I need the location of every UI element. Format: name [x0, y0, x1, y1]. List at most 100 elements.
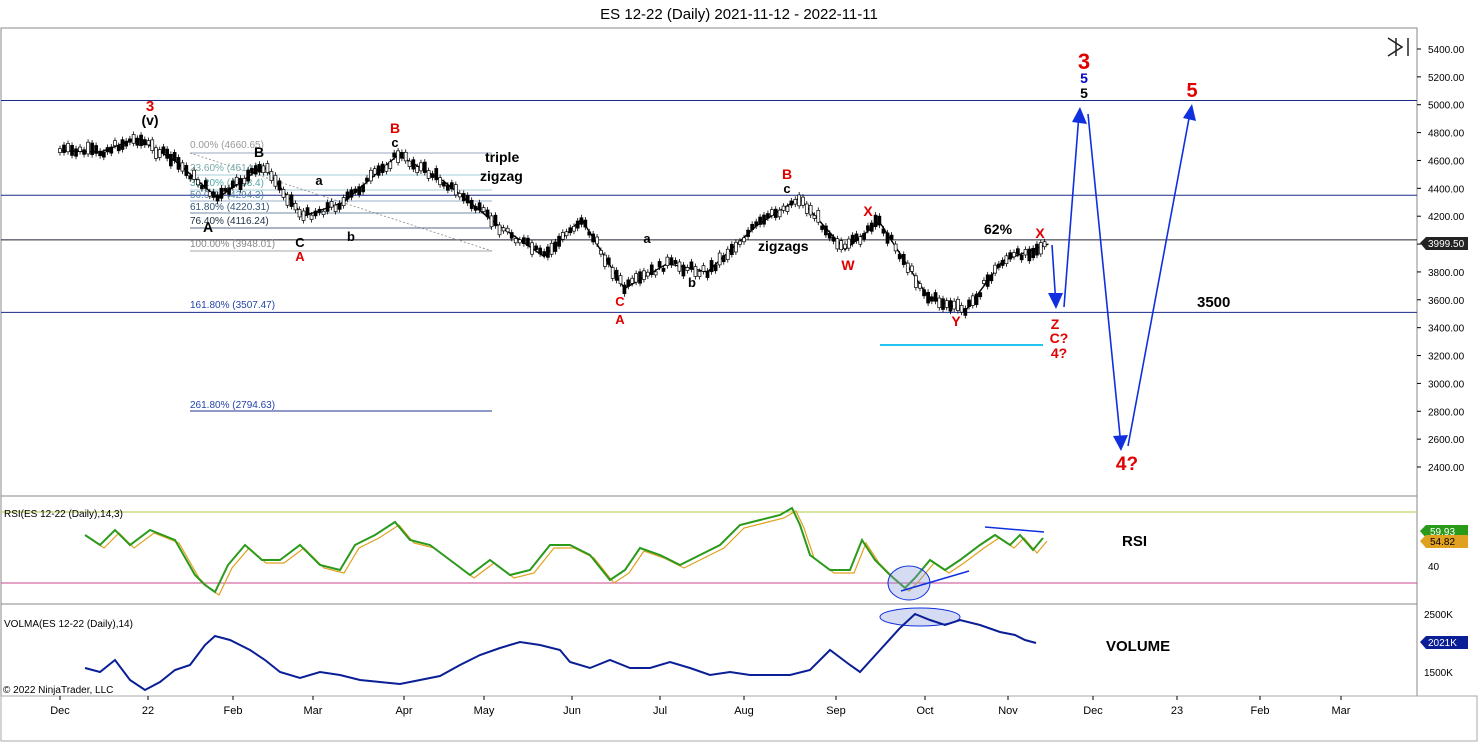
candle: [746, 229, 750, 237]
candle: [762, 214, 766, 225]
candle: [542, 251, 547, 256]
candle: [422, 161, 427, 173]
wave-label: a: [643, 231, 651, 246]
wave-label: 3: [146, 98, 154, 115]
candle: [568, 227, 573, 234]
candle: [606, 257, 611, 265]
candle: [1035, 243, 1039, 256]
candle: [1000, 259, 1005, 266]
candle: [94, 145, 98, 154]
candle: [442, 182, 446, 187]
candle: [305, 207, 310, 216]
candle: [400, 152, 404, 159]
candle: [219, 187, 224, 199]
candle: [380, 163, 385, 174]
fib-label: 61.80% (4220.31): [190, 202, 270, 213]
wave-labels: 3 (v) B A C A a b B c triple zigzag C A …: [141, 49, 1230, 475]
volma-axis-tick: 1500K: [1424, 668, 1453, 679]
candle: [560, 232, 565, 240]
price-axis-tick: 4200.00: [1428, 212, 1465, 223]
candle: [1016, 248, 1020, 255]
fib-label: 38.20% (4388.4): [190, 178, 264, 189]
price-axis-tick: 4800.00: [1428, 129, 1465, 140]
candle: [242, 178, 247, 185]
candle: [281, 189, 286, 198]
candle: [438, 177, 442, 186]
candle: [365, 177, 369, 182]
wave-label: C: [295, 235, 305, 250]
price-axis-tick: 4600.00: [1428, 156, 1465, 167]
candle: [963, 308, 968, 316]
price-axis-tick: 5200.00: [1428, 73, 1465, 84]
candle: [265, 163, 270, 173]
price-axis-tick: 5000.00: [1428, 101, 1465, 112]
x-axis: Dec 22 Feb Mar Apr May Jun Jul Aug Sep Oct Nov Dec 23…: [50, 696, 1351, 717]
candle: [434, 168, 439, 181]
price-axis-tick: 2600.00: [1428, 435, 1465, 446]
candle: [843, 243, 847, 249]
candle: [407, 160, 412, 167]
candle: [952, 300, 957, 310]
candle: [289, 194, 294, 207]
price-axis: 5400.00 5200.00 5000.00 4800.00 4600.00 4400.…: [1417, 45, 1465, 474]
candle: [105, 147, 110, 153]
candle: [120, 139, 125, 150]
wave-label: 5: [1186, 80, 1197, 102]
horizontal-levels: [1, 100, 1417, 313]
candle: [812, 215, 817, 219]
wave-label: A: [615, 312, 625, 327]
candle: [967, 299, 971, 308]
candle: [831, 236, 836, 242]
candle: [297, 209, 302, 218]
fib-label: 161.80% (3507.47): [190, 300, 275, 311]
wave-label: b: [347, 229, 355, 244]
wave-label: B: [390, 120, 400, 136]
zoom-icon[interactable]: [1387, 37, 1409, 57]
candle: [489, 215, 494, 228]
x-axis-tick: Jun: [563, 705, 581, 717]
candle: [766, 213, 770, 219]
candle: [465, 194, 470, 204]
candle: [948, 300, 953, 312]
x-axis-tick: Aug: [734, 705, 754, 717]
candle: [599, 250, 603, 255]
candle: [785, 206, 790, 212]
candle: [885, 232, 890, 244]
x-axis-tick: 22: [142, 705, 154, 717]
candle: [257, 163, 262, 173]
candle: [325, 202, 330, 212]
candle: [341, 197, 346, 207]
candle: [526, 237, 530, 246]
price-axis-tick: 2800.00: [1428, 407, 1465, 418]
candle: [944, 300, 949, 308]
price-axis-tick: 4400.00: [1428, 184, 1465, 195]
candle: [797, 194, 802, 207]
fib-label: 261.80% (2794.63): [190, 400, 275, 411]
candle: [777, 209, 782, 218]
candle: [937, 297, 942, 309]
candle: [86, 141, 90, 155]
candle: [157, 149, 162, 158]
candle: [557, 235, 561, 247]
candle: [66, 143, 70, 153]
candle: [603, 254, 607, 267]
candle: [204, 180, 208, 189]
candle: [1042, 241, 1047, 248]
candle: [750, 223, 754, 230]
candle: [858, 236, 863, 245]
candle: [850, 234, 855, 245]
candle: [309, 214, 314, 220]
candle: [227, 187, 231, 195]
candle: [685, 267, 690, 271]
wave-label: B: [782, 166, 792, 182]
candle: [388, 161, 393, 169]
volma-annotation: VOLUME: [1106, 638, 1170, 655]
candle: [505, 227, 510, 233]
candle: [200, 185, 204, 190]
candle: [614, 269, 619, 281]
candle: [974, 293, 979, 305]
wave-label: 5: [1080, 85, 1088, 101]
x-axis-tick: May: [474, 705, 495, 717]
candle: [642, 270, 646, 280]
